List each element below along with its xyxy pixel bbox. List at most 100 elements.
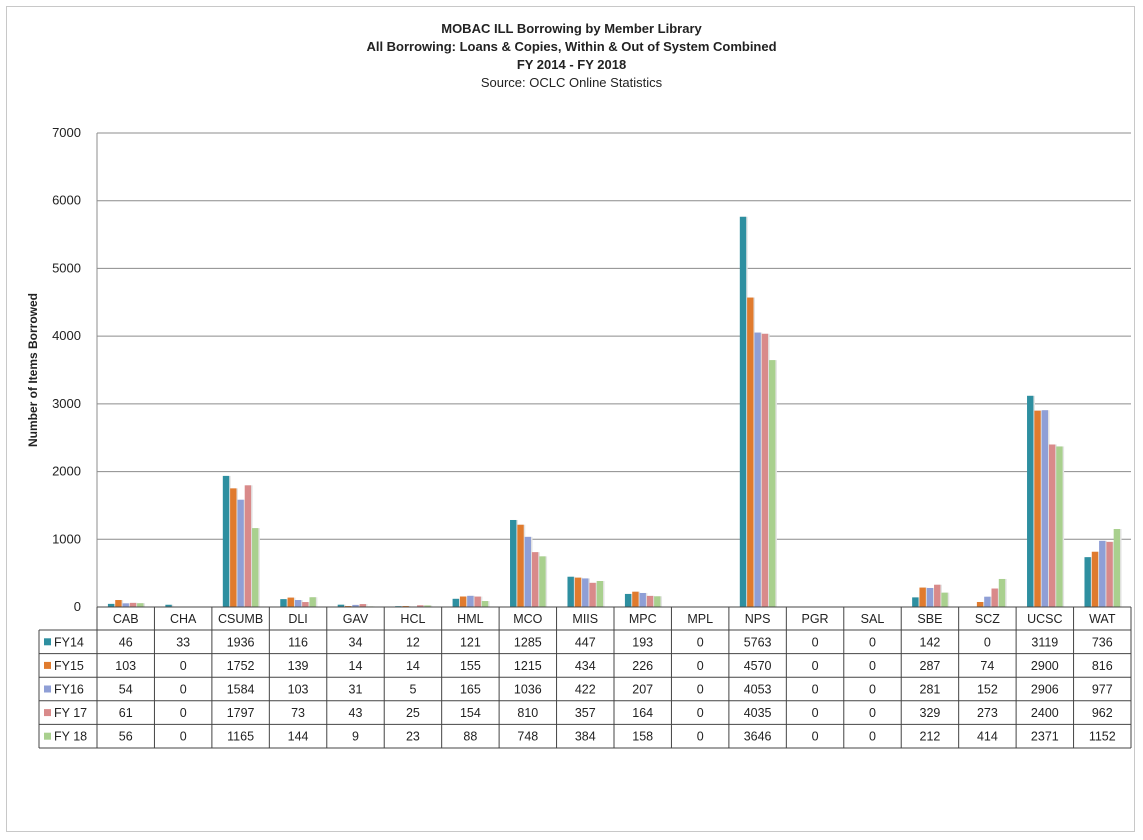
bar	[589, 583, 595, 607]
data-label: 1165	[227, 730, 254, 744]
bar	[115, 600, 121, 607]
bar	[1099, 541, 1105, 607]
x-category-label: HML	[457, 612, 483, 626]
data-label: 74	[980, 659, 994, 673]
x-category-label: SBE	[917, 612, 942, 626]
bar	[525, 537, 531, 607]
data-label: 0	[697, 730, 704, 744]
data-label: 193	[632, 635, 653, 649]
legend-label: FY14	[54, 635, 84, 649]
data-label: 14	[349, 659, 363, 673]
data-label: 2400	[1031, 706, 1059, 720]
data-label: 2906	[1031, 683, 1059, 697]
bar	[288, 598, 294, 607]
x-category-label: PGR	[802, 612, 829, 626]
data-label: 1752	[227, 659, 255, 673]
data-label: 287	[920, 659, 941, 673]
bar	[280, 599, 286, 607]
bar	[137, 603, 143, 607]
bar	[632, 592, 638, 607]
x-category-label: CAB	[113, 612, 139, 626]
data-label: 226	[632, 659, 653, 673]
data-label: 73	[291, 706, 305, 720]
data-label: 0	[180, 659, 187, 673]
data-label: 103	[115, 659, 136, 673]
bar	[223, 476, 229, 607]
data-label: 165	[460, 683, 481, 697]
legend-key	[44, 662, 51, 669]
bar	[230, 488, 236, 607]
data-label: 962	[1092, 706, 1113, 720]
bar	[1027, 396, 1033, 607]
y-tick-label: 2000	[52, 464, 81, 479]
bar	[991, 589, 997, 607]
data-label: 0	[697, 706, 704, 720]
data-label: 0	[812, 730, 819, 744]
data-label: 0	[869, 659, 876, 673]
data-label: 23	[406, 730, 420, 744]
data-label: 144	[288, 730, 309, 744]
data-label: 0	[180, 706, 187, 720]
bar	[927, 588, 933, 607]
y-tick-label: 5000	[52, 260, 81, 275]
bar	[654, 596, 660, 607]
legend-label: FY16	[54, 683, 84, 697]
data-label: 116	[288, 635, 308, 649]
data-label: 164	[632, 706, 653, 720]
bar	[1049, 444, 1055, 607]
data-label: 12	[406, 635, 420, 649]
data-label: 0	[812, 683, 819, 697]
y-tick-label: 7000	[52, 125, 81, 140]
data-label: 0	[984, 635, 991, 649]
x-category-label: DLI	[288, 612, 307, 626]
bar	[467, 596, 473, 607]
bar	[919, 588, 925, 607]
bar	[567, 577, 573, 607]
data-label: 0	[697, 683, 704, 697]
bar	[532, 552, 538, 607]
x-category-label: SAL	[861, 612, 885, 626]
data-label: 155	[460, 659, 481, 673]
bar	[245, 485, 251, 607]
data-label: 0	[697, 659, 704, 673]
data-label: 384	[575, 730, 596, 744]
bar	[1042, 410, 1048, 607]
bar	[1084, 557, 1090, 607]
bar	[1092, 552, 1098, 607]
bar	[453, 599, 459, 607]
data-label: 34	[349, 635, 363, 649]
data-label: 736	[1092, 635, 1113, 649]
legend-label: FY 17	[54, 706, 87, 720]
bar	[474, 597, 480, 607]
x-category-label: MCO	[513, 612, 542, 626]
bar	[747, 298, 753, 607]
data-label: 158	[632, 730, 653, 744]
data-label: 103	[288, 683, 309, 697]
legend-key	[44, 638, 51, 645]
data-label: 357	[575, 706, 596, 720]
x-category-label: HCL	[400, 612, 425, 626]
data-label: 4035	[744, 706, 772, 720]
data-label: 1797	[227, 706, 255, 720]
data-label: 1285	[514, 635, 542, 649]
bar	[302, 602, 308, 607]
x-category-label: SCZ	[975, 612, 1000, 626]
data-label: 2900	[1031, 659, 1059, 673]
data-label: 5763	[744, 635, 772, 649]
data-label: 33	[176, 635, 190, 649]
bar	[1034, 411, 1040, 607]
data-label: 61	[119, 706, 133, 720]
data-label: 31	[349, 683, 363, 697]
bar	[582, 578, 588, 607]
data-label: 0	[180, 683, 187, 697]
data-label: 0	[180, 730, 187, 744]
data-label: 447	[575, 635, 596, 649]
data-label: 0	[869, 730, 876, 744]
y-tick-label: 1000	[52, 531, 81, 546]
bar	[769, 360, 775, 607]
bar	[575, 578, 581, 607]
bar	[1106, 542, 1112, 607]
data-label: 0	[869, 635, 876, 649]
data-label: 0	[697, 635, 704, 649]
